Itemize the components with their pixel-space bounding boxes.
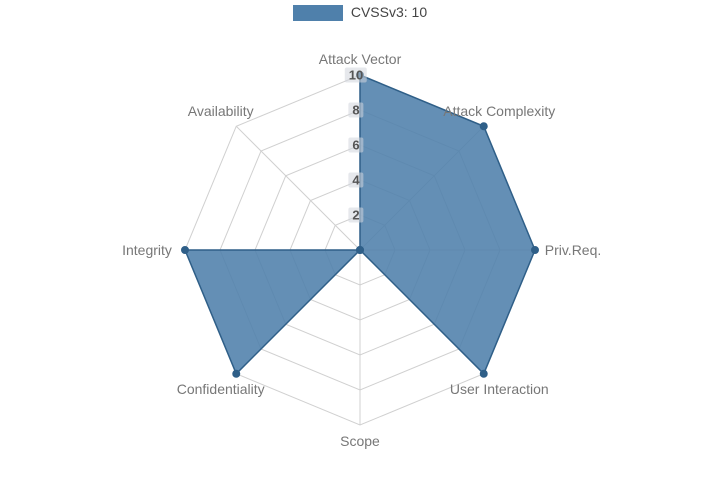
- radar-svg: [0, 0, 720, 504]
- cvss-radar-chart: CVSSv3: 10 Attack VectorAttack Complexit…: [0, 0, 720, 504]
- chart-legend: CVSSv3: 10: [0, 4, 720, 21]
- legend-swatch: [293, 5, 343, 21]
- legend-label: CVSSv3: 10: [351, 4, 427, 20]
